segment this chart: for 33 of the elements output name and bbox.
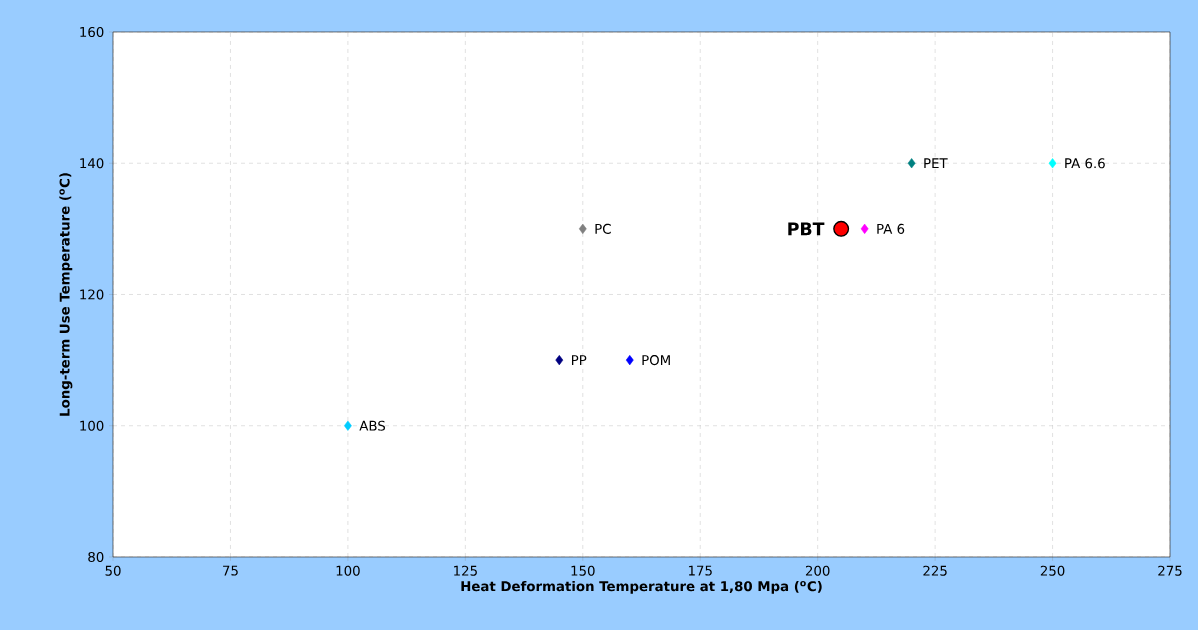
x-tick-label: 175 <box>688 565 712 576</box>
x-tick-label: 225 <box>923 565 947 576</box>
point <box>555 355 564 366</box>
point <box>578 223 587 234</box>
x-tick-label: 100 <box>336 565 360 576</box>
x-tick-label: 250 <box>1040 565 1065 576</box>
point <box>860 223 869 234</box>
series-label: PBT <box>788 222 825 236</box>
y-tick-label: 80 <box>88 551 104 563</box>
series-label: PA 6 <box>877 223 905 234</box>
x-tick-label: 275 <box>1158 565 1182 576</box>
y-tick-label: 100 <box>80 420 104 431</box>
x-tick-label: 200 <box>805 565 830 576</box>
series-label: PC <box>595 223 611 234</box>
y-tick-label: 160 <box>80 26 104 38</box>
x-tick-label: 75 <box>223 565 238 576</box>
point <box>344 420 352 431</box>
series-label: PP <box>571 355 587 365</box>
point <box>833 220 850 237</box>
series-label: POM <box>642 355 670 366</box>
series-label: PA 6.6 <box>1065 158 1105 169</box>
y-axis-title: Long-term Use Temperature ($^{o}$C) <box>59 173 73 416</box>
point <box>625 355 634 366</box>
x-axis-title: Heat Deformation Temperature at 1,80 Mpa ($^{o}$C) <box>461 580 822 594</box>
x-tick-label: 50 <box>105 565 121 576</box>
y-tick-label: 140 <box>80 158 104 169</box>
series-label: PET <box>924 158 948 169</box>
series-label: ABS <box>359 420 386 431</box>
point <box>907 158 916 169</box>
x-tick-label: 125 <box>454 565 477 576</box>
point <box>1048 158 1057 169</box>
x-tick-label: 150 <box>571 565 595 576</box>
y-tick-label: 120 <box>80 289 104 300</box>
